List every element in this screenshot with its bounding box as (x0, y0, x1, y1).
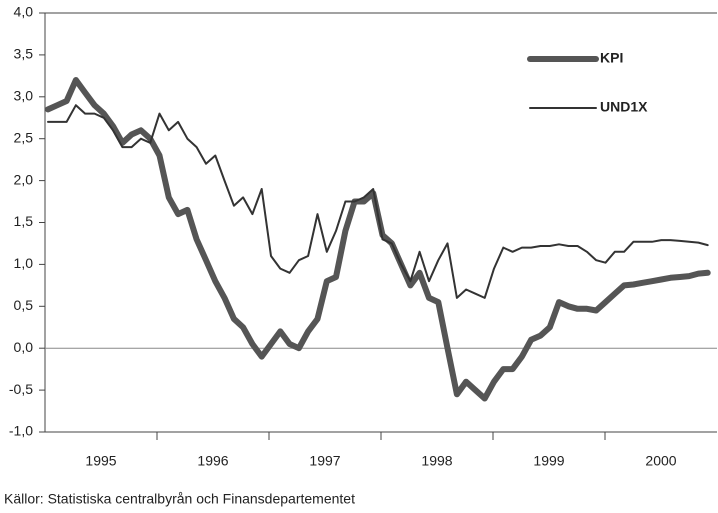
y-tick-label: 3,5 (14, 46, 34, 62)
y-tick-label: 2,5 (14, 129, 34, 145)
y-tick-label: 3,0 (14, 88, 34, 104)
y-tick-label: 2,0 (14, 171, 34, 187)
y-tick-label: -0,5 (9, 381, 33, 397)
series-line (45, 77, 711, 402)
x-tick-label: 1998 (421, 453, 452, 469)
source-note: Källor: Statistiska centralbyrån och Fin… (4, 491, 355, 507)
x-tick-label: 1997 (309, 453, 340, 469)
y-tick-label: 4,0 (14, 4, 34, 20)
x-tick-label: 1999 (533, 453, 564, 469)
x-tick-label: 1995 (85, 453, 116, 469)
y-tick-label: 0,5 (14, 297, 34, 313)
x-tick-label: 1996 (197, 453, 228, 469)
y-tick-label: 1,0 (14, 255, 34, 271)
series-line (47, 104, 709, 299)
legend-label: KPI (600, 50, 623, 66)
legend-label: UND1X (600, 99, 648, 115)
y-tick-label: -1,0 (9, 423, 33, 439)
x-tick-label: 2000 (645, 453, 676, 469)
y-tick-label: 0,0 (14, 339, 34, 355)
y-tick-label: 1,5 (14, 213, 34, 229)
